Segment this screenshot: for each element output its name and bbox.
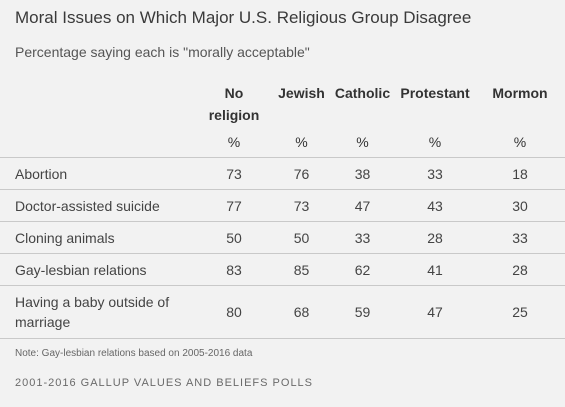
value-cell: 47 [395, 285, 475, 339]
value-cell: 33 [395, 157, 475, 190]
value-cell: 83 [195, 253, 273, 286]
row-label: Having a baby outside of marriage [0, 285, 195, 339]
unit-cell: % [273, 126, 330, 158]
row-label-header [0, 77, 195, 126]
row-label: Abortion [0, 157, 195, 190]
unit-cell: % [395, 126, 475, 158]
value-cell: 50 [195, 221, 273, 254]
column-header-text: Catholic [334, 85, 391, 101]
row-label: Cloning animals [0, 221, 195, 254]
value-cell: 28 [475, 253, 565, 286]
column-header-text: Protestant [400, 85, 470, 101]
data-table: No religion Jewish Catholic Protestant M… [0, 77, 565, 339]
value-cell: 68 [273, 285, 330, 339]
value-cell: 38 [330, 157, 395, 190]
column-header-text: religion [208, 107, 260, 123]
value-cell: 59 [330, 285, 395, 339]
value-cell: 62 [330, 253, 395, 286]
value-cell: 30 [475, 189, 565, 222]
footnote: Note: Gay-lesbian relations based on 200… [15, 348, 253, 359]
column-header-jewish: Jewish [273, 77, 330, 126]
value-cell: 80 [195, 285, 273, 339]
chart-subtitle: Percentage saying each is "morally accep… [15, 44, 310, 60]
row-label: Gay-lesbian relations [0, 253, 195, 286]
chart-title: Moral Issues on Which Major U.S. Religio… [15, 8, 472, 27]
column-header-text: Mormon [492, 85, 548, 101]
value-cell: 43 [395, 189, 475, 222]
table-row: Abortion 73 76 38 33 18 [0, 157, 565, 190]
column-header-text: No [224, 85, 244, 101]
unit-cell: % [330, 126, 395, 158]
value-cell: 73 [273, 189, 330, 222]
table-row: Having a baby outside of marriage 80 68 … [0, 285, 565, 339]
value-cell: 85 [273, 253, 330, 286]
source-credit: 2001-2016 GALLUP VALUES AND BELIEFS POLL… [15, 377, 314, 389]
value-cell: 18 [475, 157, 565, 190]
unit-cell: % [195, 126, 273, 158]
unit-row: % % % % % [0, 126, 565, 158]
column-header-catholic: Catholic [330, 77, 395, 126]
table-row: Cloning animals 50 50 33 28 33 [0, 221, 565, 254]
table-row: Doctor-assisted suicide 77 73 47 43 30 [0, 189, 565, 222]
value-cell: 47 [330, 189, 395, 222]
table-row: Gay-lesbian relations 83 85 62 41 28 [0, 253, 565, 286]
value-cell: 77 [195, 189, 273, 222]
value-cell: 41 [395, 253, 475, 286]
table-header-row: No religion Jewish Catholic Protestant M… [0, 77, 565, 126]
value-cell: 28 [395, 221, 475, 254]
column-header-mormon: Mormon [475, 77, 565, 126]
column-header-protestant: Protestant [395, 77, 475, 126]
column-header-no-religion: No religion [195, 77, 273, 126]
value-cell: 25 [475, 285, 565, 339]
column-header-text: Jewish [278, 85, 325, 101]
value-cell: 76 [273, 157, 330, 190]
unit-cell: % [475, 126, 565, 158]
value-cell: 50 [273, 221, 330, 254]
value-cell: 73 [195, 157, 273, 190]
row-label: Doctor-assisted suicide [0, 189, 195, 222]
value-cell: 33 [330, 221, 395, 254]
value-cell: 33 [475, 221, 565, 254]
unit-row-label [0, 126, 195, 158]
